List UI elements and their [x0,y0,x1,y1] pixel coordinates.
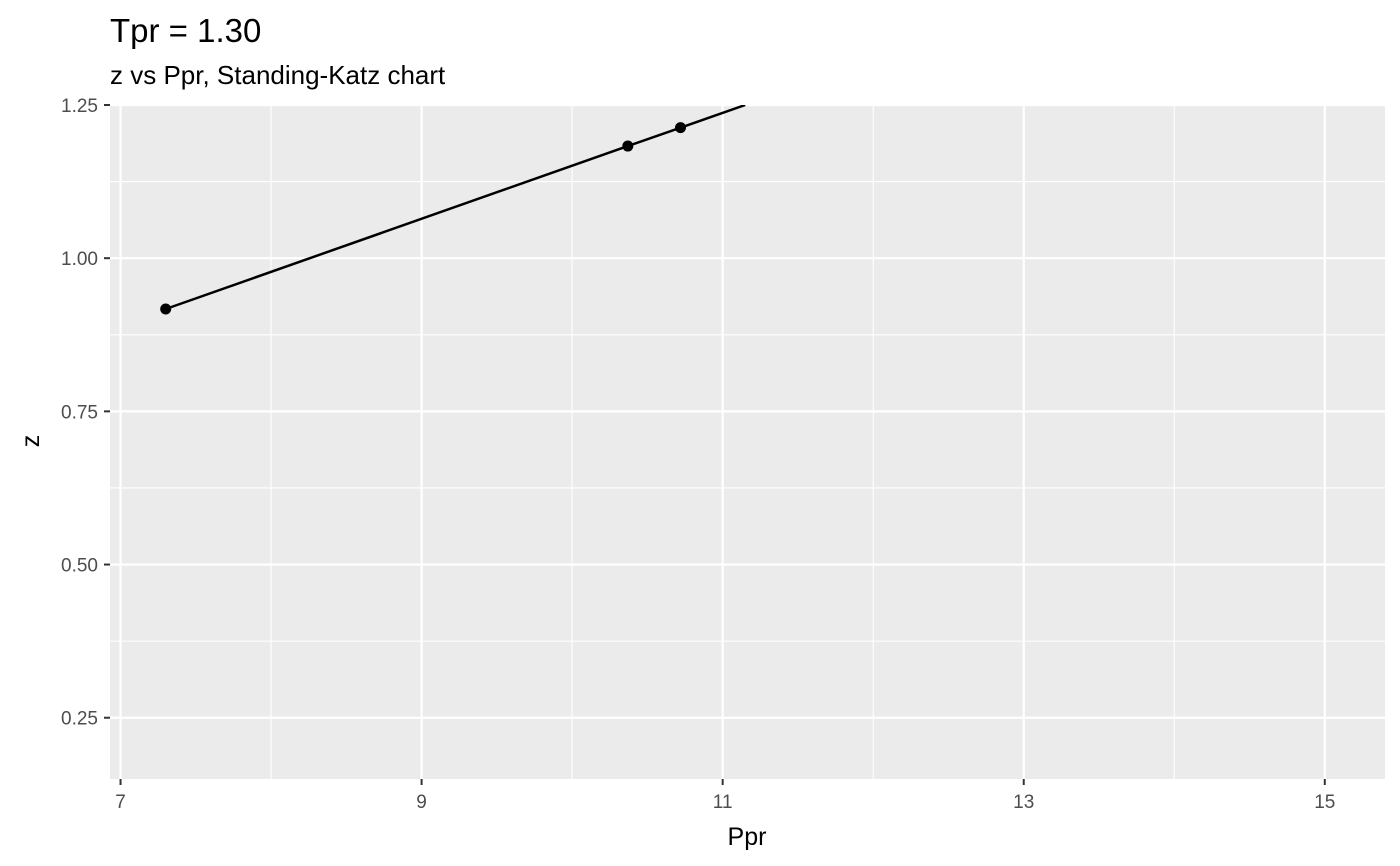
series-line [165,105,746,311]
chart-subtitle: z vs Ppr, Standing-Katz chart [110,60,446,90]
plot-panel [110,105,1385,779]
x-axis: 7 9 11 13 15 [115,779,1335,813]
x-tick-label: 9 [416,792,427,813]
data-point [622,140,634,152]
y-axis: 0.25 0.50 0.75 1.00 1.25 [61,96,110,730]
data-point [675,122,687,134]
y-axis-title: z [17,435,45,448]
x-tick-label: 7 [115,792,126,813]
x-tick-label: 11 [713,792,733,813]
data-point [160,303,172,315]
y-tick-label: 0.75 [61,402,98,423]
minor-gridlines [110,105,1385,779]
x-tick-label: 13 [1013,792,1034,813]
x-axis-title: Ppr [728,823,767,851]
chart-title: Tpr = 1.30 [110,12,261,49]
series-layer [160,105,746,315]
y-tick-label: 0.25 [61,709,98,730]
y-tick-label: 1.25 [61,96,98,117]
x-tick-label: 15 [1314,792,1335,813]
y-tick-label: 1.00 [61,249,98,270]
major-gridlines [110,103,1385,779]
y-tick-label: 0.50 [61,556,98,577]
